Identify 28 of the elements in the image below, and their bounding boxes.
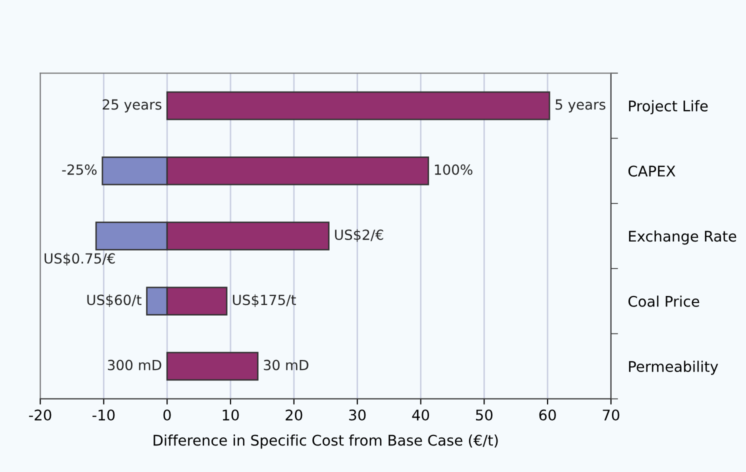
y-tick-label: Coal Price xyxy=(628,296,700,307)
x-tick-label: 60 xyxy=(539,410,556,421)
x-tick-label: 20 xyxy=(286,410,302,421)
x-tick-label: -10 xyxy=(92,410,115,421)
y-tick-label: Permeability xyxy=(629,360,718,375)
y-tick-label: CAPEX xyxy=(628,166,676,177)
annotation: US$2/€ xyxy=(335,229,384,242)
x-tick-label: 30 xyxy=(349,410,366,421)
x-tick-label: 10 xyxy=(222,410,239,421)
bar xyxy=(166,91,550,120)
y-tick-label: Project Life xyxy=(629,100,708,114)
annotation: 25 years xyxy=(102,99,162,112)
annotation: 30 mD xyxy=(264,360,308,370)
annotation: US$60/t xyxy=(87,294,142,308)
annotation: US$0.75/€ xyxy=(44,252,115,266)
annotation: 5 years xyxy=(556,99,606,112)
x-tick-label: 70 xyxy=(602,410,620,421)
x-tick-label: -20 xyxy=(29,410,52,421)
bar xyxy=(166,352,258,381)
x-axis-title: Difference in Specific Cost from Base Case (€/t) xyxy=(154,434,498,449)
y-tick-label: Exchange Rate xyxy=(629,230,736,245)
annotation: US$175/t xyxy=(232,294,296,308)
annotation: -25% xyxy=(62,164,97,175)
x-tick-label: 40 xyxy=(412,410,430,421)
annotation: 300 mD xyxy=(108,360,162,370)
annotation: 100% xyxy=(434,164,472,175)
x-tick-label: 50 xyxy=(476,410,492,421)
x-tick-label: 0 xyxy=(163,410,171,421)
